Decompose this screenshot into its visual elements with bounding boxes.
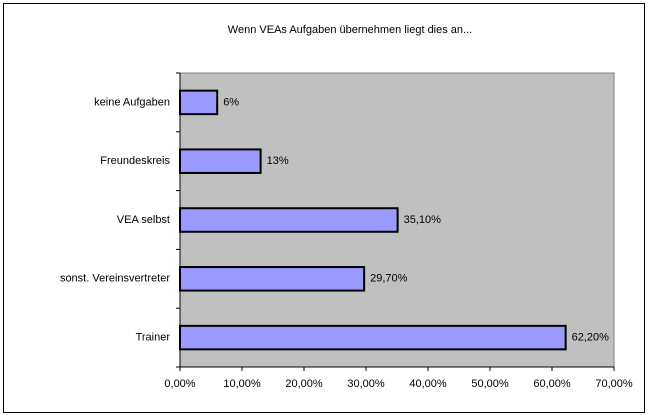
y-tick-label: VEA selbst [117, 214, 170, 226]
x-tick-label: 30,00% [347, 378, 385, 390]
x-tick-label: 10,00% [223, 378, 261, 390]
value-label: 35,10% [404, 214, 442, 226]
value-label: 62,20% [572, 332, 610, 344]
bar [179, 324, 567, 351]
bar [179, 207, 399, 233]
y-tick-label: Freundeskreis [100, 155, 170, 167]
chart-title: Wenn VEAs Aufgaben übernehmen liegt dies… [228, 24, 472, 36]
x-tick-label: 0,00% [164, 378, 195, 390]
value-label: 6% [223, 96, 239, 108]
x-tick-label: 60,00% [533, 378, 571, 390]
value-label: 29,70% [370, 273, 408, 285]
x-tick-label: 40,00% [409, 378, 447, 390]
x-tick-label: 20,00% [285, 378, 323, 390]
y-tick-label: sonst. Vereinsvertreter [60, 273, 170, 285]
bar [179, 266, 366, 292]
bar [179, 89, 219, 116]
x-tick-label: 70,00% [595, 378, 633, 390]
y-tick-label: keine Aufgaben [94, 96, 170, 108]
x-tick-label: 50,00% [471, 378, 509, 390]
value-label: 13% [267, 155, 289, 167]
bar [179, 148, 262, 174]
y-tick-label: Trainer [136, 332, 171, 344]
